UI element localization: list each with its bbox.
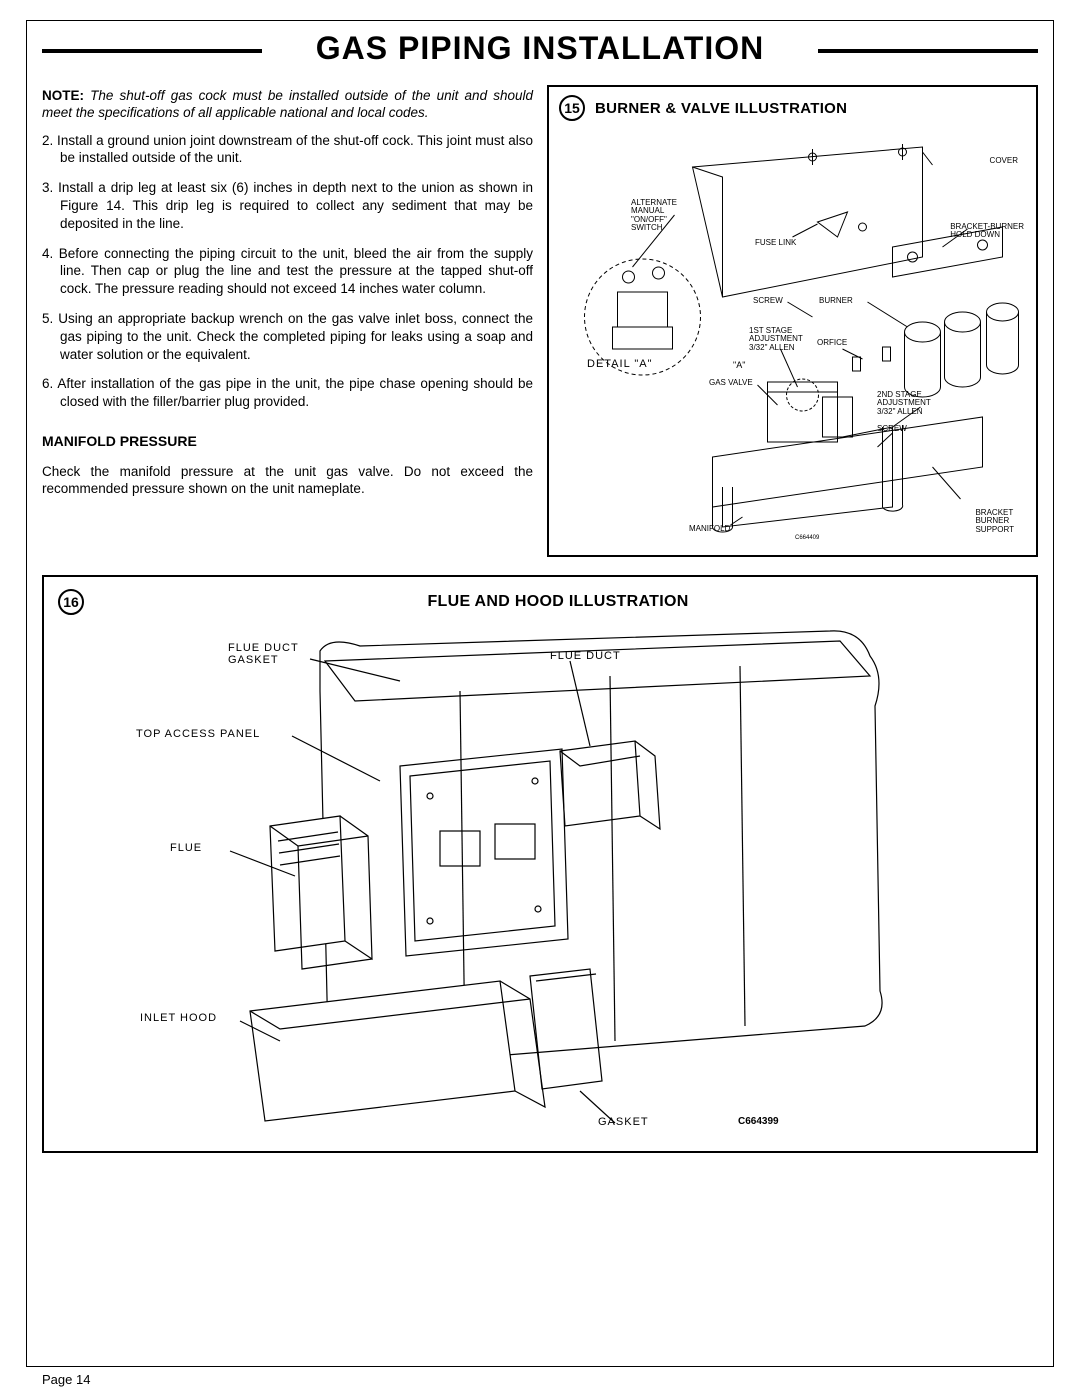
figure-15-header: 15 BURNER & VALVE ILLUSTRATION — [559, 95, 1026, 121]
label-bracket-support: BRACKET BURNER SUPPORT — [975, 509, 1014, 534]
label-burner: BURNER — [819, 297, 853, 305]
figure-16-canvas: FLUE DUCT GASKET FLUE DUCT TOP ACCESS PA… — [58, 621, 1022, 1141]
label-fuse-link: FUSE LINK — [755, 239, 796, 247]
columns: NOTE: The shut-off gas cock must be inst… — [42, 85, 1038, 557]
step-2: 2. Install a ground union joint downstre… — [42, 132, 533, 168]
label-a: "A" — [733, 361, 745, 370]
label-1st-stage: 1ST STAGE ADJUSTMENT 3/32" ALLEN — [749, 327, 803, 352]
label-detail-a: DETAIL "A" — [587, 359, 653, 371]
label-flue-duct-gasket: FLUE DUCT GASKET — [228, 643, 299, 666]
label-2nd-stage: 2ND STAGE ADJUSTMENT 3/32" ALLEN — [877, 391, 931, 416]
label-orifice: ORFICE — [817, 339, 847, 347]
page-number: Page 14 — [42, 1372, 90, 1387]
step-3: 3. Install a drip leg at least six (6) i… — [42, 179, 533, 232]
figure-15-canvas: ALTERNATE MANUAL "ON/OFF" SWITCH COVER F… — [559, 127, 1026, 547]
figure-16-title: FLUE AND HOOD ILLUSTRATION — [94, 593, 1022, 611]
figure-15-box: 15 BURNER & VALVE ILLUSTRATION — [547, 85, 1038, 557]
label-gasket: GASKET — [598, 1117, 649, 1129]
page-title: GAS PIPING INSTALLATION — [308, 30, 772, 67]
note-paragraph: NOTE: The shut-off gas cock must be inst… — [42, 87, 533, 122]
step-6: 6. After installation of the gas pipe in… — [42, 375, 533, 411]
page: GAS PIPING INSTALLATION NOTE: The shut-o… — [0, 0, 1080, 1397]
label-gas-valve: GAS VALVE — [709, 379, 753, 387]
manifold-heading: MANIFOLD PRESSURE — [42, 433, 533, 449]
label-cover: COVER — [990, 157, 1018, 165]
title-bar: GAS PIPING INSTALLATION — [42, 30, 1038, 67]
label-screw-1: SCREW — [753, 297, 783, 305]
label-fig16-code: C664399 — [738, 1117, 779, 1128]
label-screw-2: SCREW — [877, 425, 907, 433]
figure-15-number: 15 — [559, 95, 585, 121]
figure-16-svg — [58, 621, 1022, 1141]
left-column: NOTE: The shut-off gas cock must be inst… — [42, 85, 533, 557]
manifold-text: Check the manifold pressure at the unit … — [42, 463, 533, 499]
figure-16-number: 16 — [58, 589, 84, 615]
title-rule-right — [818, 49, 1038, 53]
step-5: 5. Using an appropriate backup wrench on… — [42, 310, 533, 363]
step-4: 4. Before connecting the piping circuit … — [42, 245, 533, 298]
label-fig15-code: C664409 — [795, 535, 819, 541]
label-flue-duct: FLUE DUCT — [550, 651, 621, 663]
figure-15-title: BURNER & VALVE ILLUSTRATION — [595, 100, 847, 117]
title-rule-left — [42, 49, 262, 53]
note-text: The shut-off gas cock must be installed … — [42, 88, 533, 120]
figure-16-box: 16 FLUE AND HOOD ILLUSTRATION — [42, 575, 1038, 1153]
figure-16-header: 16 FLUE AND HOOD ILLUSTRATION — [58, 589, 1022, 615]
label-inlet-hood: INLET HOOD — [140, 1013, 217, 1025]
label-alternate-switch: ALTERNATE MANUAL "ON/OFF" SWITCH — [631, 199, 677, 233]
label-bracket-hold-down: BRACKET-BURNER HOLD DOWN — [950, 223, 1024, 240]
label-manifold: MANIFOLD — [689, 525, 730, 533]
right-column: 15 BURNER & VALVE ILLUSTRATION — [547, 85, 1038, 557]
install-steps: 2. Install a ground union joint downstre… — [42, 132, 533, 412]
label-top-access-panel: TOP ACCESS PANEL — [136, 729, 260, 741]
label-flue: FLUE — [170, 843, 202, 855]
note-label: NOTE: — [42, 88, 84, 103]
